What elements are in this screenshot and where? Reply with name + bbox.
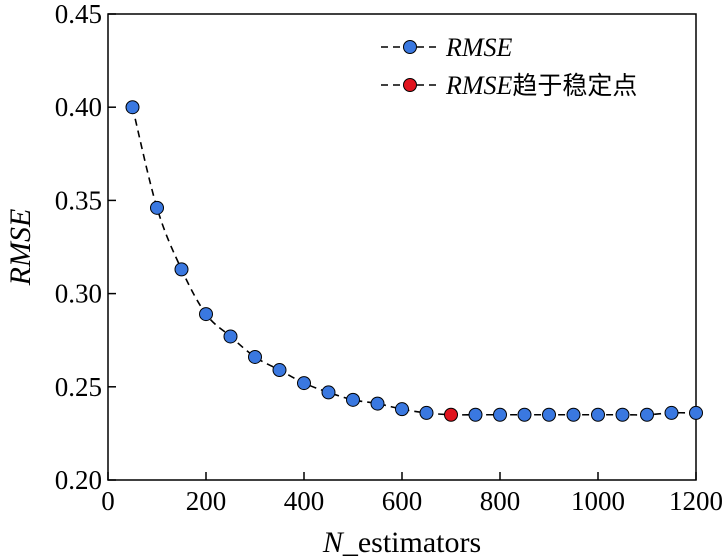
legend-label-stable: RMSE趋于稳定点	[445, 71, 637, 100]
rmse-point-950	[566, 407, 581, 422]
rmse-point-200	[199, 307, 213, 322]
x-tick-label-0: 0	[101, 486, 115, 516]
x-axis-title-rest: _estimators	[342, 526, 481, 559]
rmse-point-450	[321, 385, 336, 400]
x-tick-label-800: 800	[480, 486, 521, 516]
x-tick-label-400: 400	[284, 486, 325, 516]
rmse-point-500	[346, 392, 360, 407]
y-tick-label-3: 0.35	[55, 185, 102, 215]
rmse-point-100	[150, 200, 164, 215]
x-tick-label-200: 200	[186, 486, 227, 516]
rmse-point-650	[419, 405, 434, 420]
legend-label-stable-rest: 趋于稳定点	[512, 71, 637, 100]
rmse-point-1050	[615, 407, 630, 422]
legend-label-stable-italic: RMSE	[445, 71, 513, 100]
y-tick-label-4: 0.40	[55, 92, 102, 122]
rmse-point-1000	[591, 407, 605, 422]
rmse-point-1200	[689, 405, 703, 420]
rmse-point-50	[125, 100, 140, 115]
x-tick-label-600: 600	[382, 486, 423, 516]
legend-marker-rmse	[403, 40, 417, 54]
rmse-point-750	[468, 407, 483, 422]
legend: RMSE RMSE趋于稳定点	[381, 33, 637, 100]
rmse-series-line	[131, 107, 697, 416]
x-axis-title: N_estimators	[322, 526, 481, 559]
rmse-point-150	[174, 262, 189, 277]
y-axis-title: RMSE	[4, 209, 37, 287]
rmse-series-points	[125, 100, 703, 422]
legend-marker-stable	[403, 78, 417, 92]
stable-point-marker	[444, 407, 458, 422]
rmse-point-800	[493, 407, 507, 422]
x-tick-label-1200: 1200	[669, 486, 723, 516]
y-tick-label-2: 0.30	[55, 279, 102, 309]
rmse-point-300	[248, 349, 262, 364]
y-tick-label-5: 0.45	[55, 0, 102, 29]
axis-ticks	[107, 13, 697, 481]
rmse-point-550	[370, 396, 385, 411]
rmse-point-1150	[664, 405, 679, 420]
rmse-point-600	[395, 402, 409, 417]
y-tick-label-1: 0.25	[55, 372, 102, 402]
rmse-point-850	[517, 407, 532, 422]
y-tick-label-0: 0.20	[55, 465, 102, 495]
rmse-point-350	[272, 363, 287, 378]
x-tick-label-1000: 1000	[571, 486, 625, 516]
rmse-point-1100	[640, 407, 654, 422]
rmse-point-900	[542, 407, 556, 422]
legend-label-rmse: RMSE	[445, 33, 513, 62]
rmse-point-400	[297, 376, 311, 391]
rmse-point-250	[223, 329, 238, 344]
x-axis-title-italic: N	[322, 526, 345, 559]
axis-tick-labels: 0 200 400 600 800 1000 1200 0.20 0.25 0.30 0.35 0.4…	[55, 0, 723, 516]
